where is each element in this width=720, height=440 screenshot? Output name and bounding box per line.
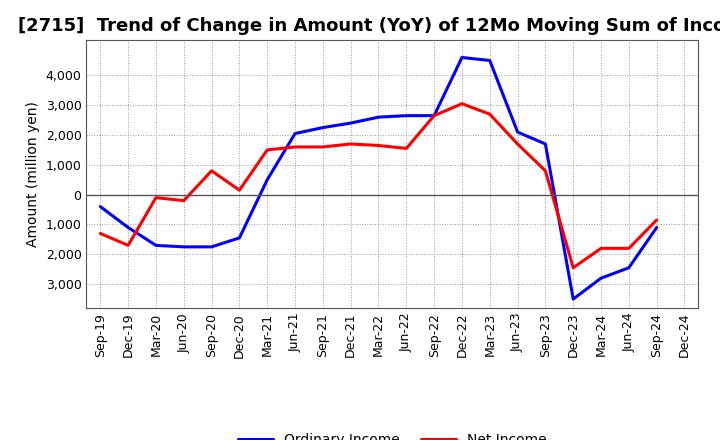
Y-axis label: Amount (million yen): Amount (million yen) [26, 101, 40, 247]
Ordinary Income [263, 177, 271, 183]
Net Income [291, 144, 300, 150]
Ordinary Income [624, 265, 633, 270]
Net Income [207, 168, 216, 173]
Ordinary Income [458, 55, 467, 60]
Ordinary Income [207, 244, 216, 249]
Net Income [96, 231, 104, 236]
Net Income [263, 147, 271, 153]
Net Income [124, 243, 132, 248]
Net Income [597, 246, 606, 251]
Net Income [430, 113, 438, 118]
Line: Net Income: Net Income [100, 104, 657, 268]
Line: Ordinary Income: Ordinary Income [100, 58, 657, 299]
Net Income [179, 198, 188, 203]
Net Income [652, 217, 661, 223]
Ordinary Income [485, 58, 494, 63]
Ordinary Income [569, 297, 577, 302]
Net Income [152, 195, 161, 200]
Net Income [624, 246, 633, 251]
Ordinary Income [96, 204, 104, 209]
Ordinary Income [430, 113, 438, 118]
Net Income [346, 141, 355, 147]
Ordinary Income [291, 131, 300, 136]
Ordinary Income [235, 235, 243, 241]
Net Income [513, 141, 522, 147]
Ordinary Income [124, 225, 132, 230]
Net Income [569, 265, 577, 270]
Ordinary Income [597, 275, 606, 281]
Ordinary Income [346, 121, 355, 126]
Net Income [374, 143, 383, 148]
Net Income [402, 146, 410, 151]
Ordinary Income [179, 244, 188, 249]
Ordinary Income [652, 225, 661, 230]
Ordinary Income [374, 114, 383, 120]
Ordinary Income [541, 141, 550, 147]
Net Income [458, 101, 467, 106]
Ordinary Income [513, 129, 522, 135]
Net Income [318, 144, 327, 150]
Ordinary Income [402, 113, 410, 118]
Ordinary Income [152, 243, 161, 248]
Net Income [541, 168, 550, 173]
Net Income [485, 111, 494, 117]
Title: [2715]  Trend of Change in Amount (YoY) of 12Mo Moving Sum of Incomes: [2715] Trend of Change in Amount (YoY) o… [18, 17, 720, 35]
Legend: Ordinary Income, Net Income: Ordinary Income, Net Income [233, 428, 552, 440]
Net Income [235, 187, 243, 193]
Ordinary Income [318, 125, 327, 130]
